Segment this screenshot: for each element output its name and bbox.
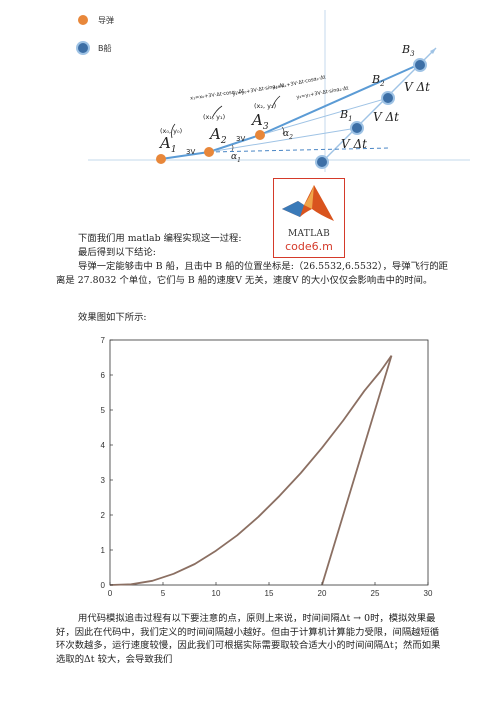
sight-line-2	[259, 97, 389, 136]
dashed-reference	[208, 147, 391, 153]
legend-label-ship: B船	[98, 44, 112, 53]
label-a3: A3	[252, 111, 269, 132]
label-3v-1: 3V	[186, 148, 196, 156]
ship-point-b1	[350, 121, 364, 135]
x-tick-label: 30	[424, 589, 433, 598]
label-coord-1: (x₁, y₁)	[203, 113, 226, 121]
legend-dot-missile	[78, 15, 88, 25]
x-tick-label: 15	[265, 589, 274, 598]
logo-title: MATLAB	[287, 229, 331, 239]
paragraph-figure-lead: 效果图如下所示:	[78, 312, 147, 323]
y-tick-label: 0	[101, 581, 106, 590]
x-tick-label: 25	[371, 589, 380, 598]
plot-area	[109, 339, 429, 586]
missile-path	[160, 63, 421, 160]
logo-subtitle: code6.m	[285, 240, 333, 253]
pursuit-diagram	[76, 10, 470, 172]
y-tick-label: 2	[101, 511, 106, 520]
paragraph-conclusion-lead: 最后得到以下结论:	[78, 247, 156, 258]
matlab-logo: MATLAB code6.m	[273, 178, 345, 258]
x-tick-label: 5	[161, 589, 166, 598]
sight-line-1	[208, 127, 358, 153]
matlab-membrane-icon	[282, 185, 334, 221]
y-tick-label: 6	[101, 371, 106, 380]
label-3v-2: 3V	[236, 135, 246, 143]
y-tick-label: 5	[101, 406, 106, 415]
x-tick-label: 10	[212, 589, 221, 598]
y-tick-label: 1	[101, 546, 106, 555]
label-b1: B1	[340, 108, 353, 124]
ship-point-b2	[381, 91, 395, 105]
label-alpha-1: α1	[231, 152, 241, 164]
trajectory-chart: 0 5 10 15 20 25 30 0 1 2 3 4 5 6 7	[101, 336, 433, 598]
label-vdt-2: V Δt	[373, 110, 399, 124]
label-vdt-3: V Δt	[404, 80, 430, 94]
label-b2: B2	[372, 73, 385, 89]
paragraph-simulation-notes: 用代码模拟追击过程有以下要注意的点，原则上来说，时间间隔Δt → 0时，模拟效果…	[56, 613, 441, 665]
y-tick-label: 4	[101, 441, 106, 450]
label-a1: A1	[160, 134, 177, 155]
y-tick-label: 3	[101, 476, 106, 485]
ship-point-b0	[315, 155, 329, 169]
missile-point-a3	[255, 130, 265, 140]
legend-label-missile: 导弹	[98, 16, 114, 25]
label-coord-2: (x₂, y₂)	[254, 102, 277, 110]
ship-point-b3	[413, 58, 427, 72]
y-tick-label: 7	[101, 336, 106, 345]
label-a2: A2	[210, 125, 227, 146]
label-coord-0: (x₀, y₀)	[160, 127, 183, 135]
x-tick-label: 0	[108, 589, 113, 598]
series-line-1	[109, 355, 393, 586]
paragraph-conclusion: 导弹一定能够击中 B 船，且击中 B 船的位置坐标是:（26.5532,6.55…	[56, 261, 449, 286]
series-line-2	[321, 355, 393, 586]
x-tick-label: 20	[318, 589, 327, 598]
paragraph-intro: 下面我们用 matlab 编程实现这一过程:	[78, 233, 242, 244]
missile-point-a2	[204, 147, 214, 157]
legend-dot-ship	[76, 41, 90, 55]
label-b3: B3	[402, 43, 415, 59]
missile-point-a1	[156, 154, 166, 164]
label-alpha-2: α2	[283, 129, 293, 141]
label-vdt-1: V Δt	[341, 137, 367, 151]
